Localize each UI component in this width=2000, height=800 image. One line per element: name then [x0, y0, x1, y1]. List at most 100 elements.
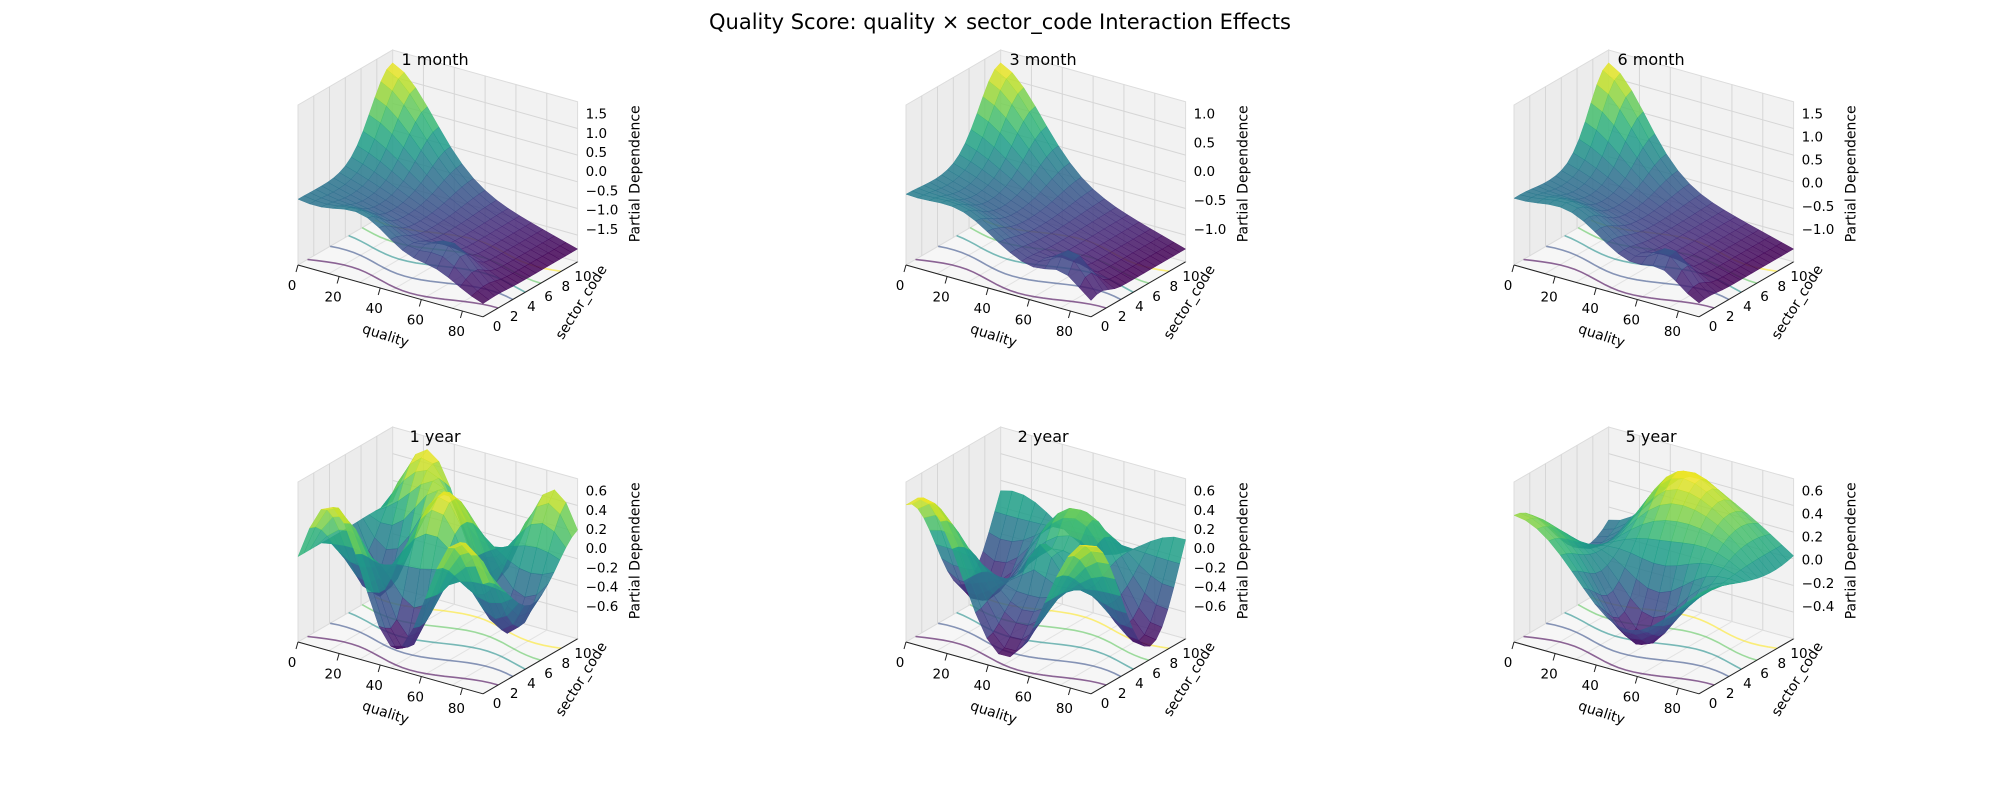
x-tick-label: 60 [1623, 690, 1640, 706]
x-tick-label: 60 [407, 690, 424, 706]
z-tick-label: 0.2 [1802, 530, 1823, 546]
subplot-title: 3 month [1009, 50, 1076, 69]
z-tick-label: 0.2 [586, 522, 607, 538]
y-tick-label: 0 [493, 319, 502, 335]
surface-facet [1079, 545, 1097, 547]
z-tick-label: 0.0 [1802, 176, 1823, 192]
y-tick-label: 0 [493, 696, 502, 712]
y-tick-label: 0 [1101, 319, 1110, 335]
z-tick-label: 0.4 [1802, 507, 1823, 523]
subplot-title: 5 year [1626, 427, 1677, 446]
z-tick-label: 1.0 [586, 126, 607, 142]
floor-contour [307, 635, 499, 686]
z-tick-label: 0.6 [1194, 484, 1215, 500]
z-axis-label: Partial Dependence [1844, 482, 1860, 619]
z-tick-label: 0.0 [1802, 553, 1823, 569]
z-tick-label: −1.0 [1802, 222, 1835, 238]
x-axis-label: quality [968, 321, 1019, 351]
z-tick-label: 0.5 [1802, 153, 1823, 169]
y-tick-label: 6 [1152, 289, 1161, 305]
z-tick-label: −0.5 [586, 183, 619, 199]
x-tick-label: 80 [1664, 701, 1681, 717]
z-tick-label: 0.5 [586, 145, 607, 161]
z-axis-label: Partial Dependence [628, 105, 644, 242]
x-tick-label: 60 [407, 313, 424, 329]
y-tick-label: 2 [1118, 309, 1127, 325]
y-tick-label: 8 [1778, 656, 1787, 672]
surface-facet [471, 290, 490, 304]
x-tick-label: 20 [1541, 290, 1558, 306]
x-tick-label: 80 [1664, 324, 1681, 340]
floor-contour [915, 258, 1107, 309]
x-tick-label: 20 [933, 290, 950, 306]
z-tick-label: −0.4 [1194, 580, 1227, 596]
x-tick-label: 40 [366, 678, 383, 694]
y-tick-label: 8 [1778, 279, 1787, 295]
y-tick-label: 2 [1726, 686, 1735, 702]
z-tick-label: −1.5 [586, 222, 619, 238]
z-tick-label: −0.6 [1194, 599, 1227, 615]
y-tick-label: 2 [510, 686, 519, 702]
z-tick-label: −0.4 [1802, 599, 1835, 615]
x-axis-label: quality [1576, 321, 1627, 351]
x-tick-label: 0 [896, 278, 905, 294]
x-tick-label: 40 [1582, 678, 1599, 694]
z-tick-label: 1.5 [1802, 107, 1823, 123]
z-tick-label: 0.6 [586, 484, 607, 500]
subplot-title: 2 year [1018, 427, 1069, 446]
z-tick-label: 0.0 [586, 164, 607, 180]
surface-facet [1687, 590, 1706, 603]
x-tick-label: 0 [1504, 278, 1513, 294]
y-tick-label: 6 [1760, 289, 1769, 305]
subplot-title: 6 month [1617, 50, 1684, 69]
surface-facet [1079, 276, 1098, 301]
x-tick-label: 20 [325, 667, 342, 683]
y-tick-label: 6 [1152, 666, 1161, 682]
x-tick-label: 40 [974, 678, 991, 694]
z-tick-label: −1.0 [586, 203, 619, 219]
y-tick-label: 4 [1135, 299, 1144, 315]
z-tick-label: 0.0 [1194, 164, 1215, 180]
x-axis-label: quality [360, 698, 411, 728]
y-tick-label: 4 [527, 676, 536, 692]
y-tick-label: 10 [1182, 269, 1199, 285]
y-tick-label: 2 [1726, 309, 1735, 325]
y-tick-label: 4 [1743, 676, 1752, 692]
y-tick-label: 0 [1709, 319, 1718, 335]
surface-facet [1687, 286, 1706, 304]
x-tick-label: 20 [933, 667, 950, 683]
subplot-title: 1 year [410, 427, 461, 446]
z-tick-label: −0.2 [1194, 560, 1227, 576]
x-tick-label: 80 [1056, 324, 1073, 340]
y-tick-label: 6 [1760, 666, 1769, 682]
floor-contour [307, 258, 499, 309]
x-tick-label: 40 [974, 301, 991, 317]
y-tick-label: 2 [1118, 686, 1127, 702]
y-tick-label: 4 [1743, 299, 1752, 315]
x-tick-label: 40 [366, 301, 383, 317]
z-tick-label: −0.5 [1802, 199, 1835, 215]
x-tick-label: 0 [896, 655, 905, 671]
figure-title: Quality Score: quality × sector_code Int… [709, 10, 1291, 34]
y-tick-label: 0 [1709, 696, 1718, 712]
z-tick-label: 0.4 [586, 503, 607, 519]
x-tick-label: 60 [1623, 313, 1640, 329]
x-tick-label: 40 [1582, 301, 1599, 317]
y-tick-label: 10 [574, 646, 591, 662]
z-tick-label: 0.2 [1194, 522, 1215, 538]
x-tick-label: 80 [448, 701, 465, 717]
x-tick-label: 20 [1541, 667, 1558, 683]
y-tick-label: 0 [1101, 696, 1110, 712]
z-tick-label: −0.4 [586, 580, 619, 596]
x-axis-label: quality [968, 698, 1019, 728]
x-axis-label: quality [1576, 698, 1627, 728]
z-tick-label: −1.0 [1194, 222, 1227, 238]
y-tick-label: 4 [527, 299, 536, 315]
x-tick-label: 0 [288, 655, 297, 671]
